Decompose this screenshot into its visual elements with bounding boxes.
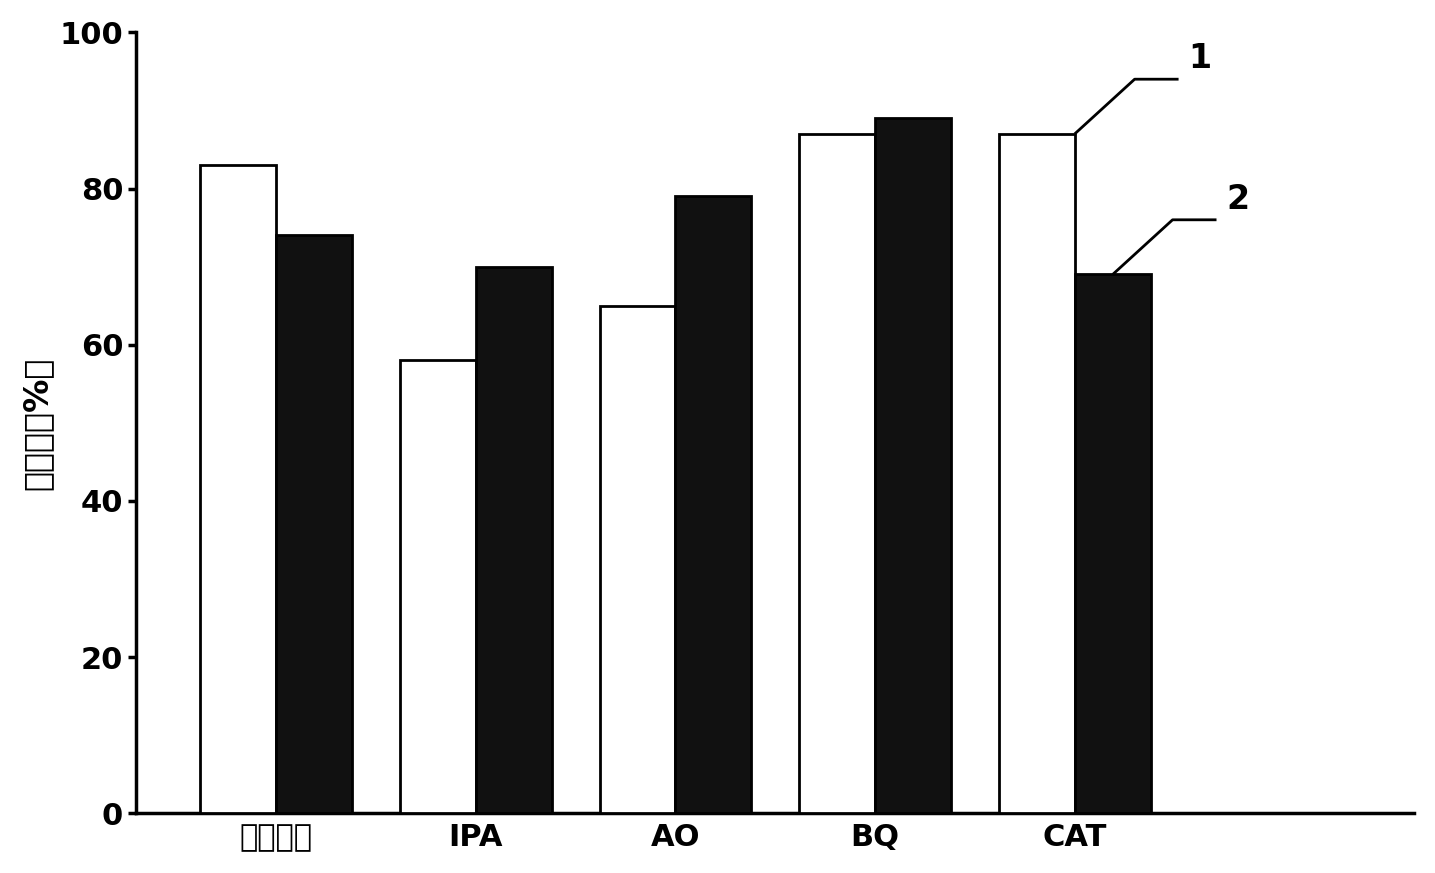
Bar [400, 361, 476, 814]
Text: 2: 2 [1227, 183, 1250, 216]
Bar [875, 118, 951, 814]
Text: 1: 1 [1188, 42, 1211, 75]
Bar [799, 134, 875, 814]
Bar [276, 236, 352, 814]
Bar [676, 196, 752, 814]
Bar [476, 266, 551, 814]
Bar [1075, 274, 1151, 814]
Bar [999, 134, 1075, 814]
Y-axis label: 降解率（%）: 降解率（%） [22, 356, 55, 490]
Bar [600, 306, 676, 814]
Bar [201, 165, 276, 814]
